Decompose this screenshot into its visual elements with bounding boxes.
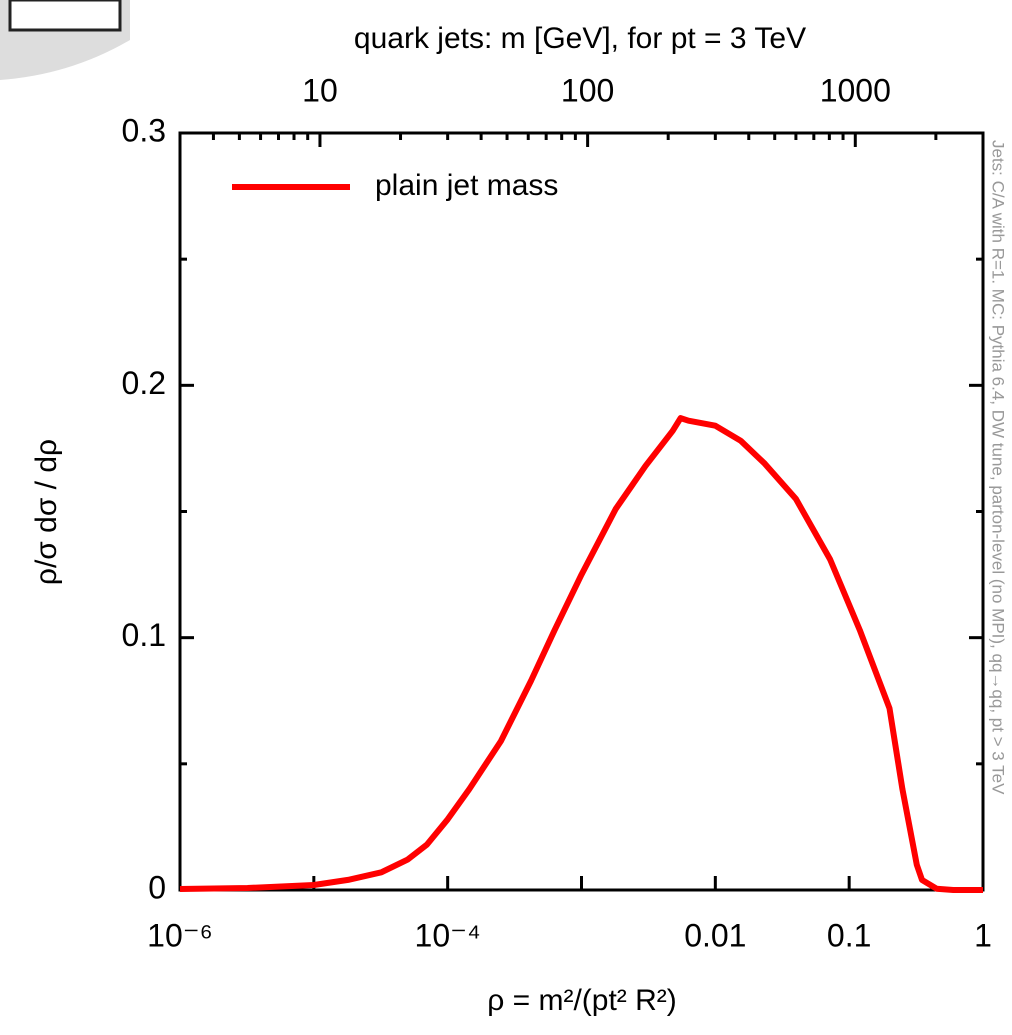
- legend-label: plain jet mass: [375, 169, 558, 202]
- x-tick-label: 1: [974, 917, 992, 953]
- corner-decoration: [8, 0, 122, 32]
- data-line: [179, 415, 983, 893]
- y-tick-label: 0.2: [122, 365, 166, 401]
- x-axis-label: ρ = m²/(pt² R²): [487, 984, 677, 1017]
- x2-tick-label: 10: [302, 72, 338, 108]
- x-tick-label: 0.1: [827, 917, 871, 953]
- plot-frame: [178, 131, 985, 892]
- x-tick-label: 0.01: [684, 917, 746, 953]
- y-tick-label: 0.1: [122, 617, 166, 653]
- x-tick-label: 10⁻⁶: [147, 917, 213, 953]
- y-axis-label: ρ/σ dσ / dρ: [30, 439, 63, 585]
- x2-tick-label: 1000: [820, 72, 891, 108]
- y-tick-label: 0.3: [122, 112, 166, 148]
- y-tick-label: 0: [148, 869, 166, 905]
- x2-axis-label: quark jets: m [GeV], for pt = 3 TeV: [354, 22, 806, 55]
- annotation: Jets: C/A with R=1. MC: Pythia 6.4, DW t…: [989, 140, 1008, 795]
- x-tick-label: 10⁻⁴: [415, 917, 481, 953]
- x2-tick-label: 100: [561, 72, 614, 108]
